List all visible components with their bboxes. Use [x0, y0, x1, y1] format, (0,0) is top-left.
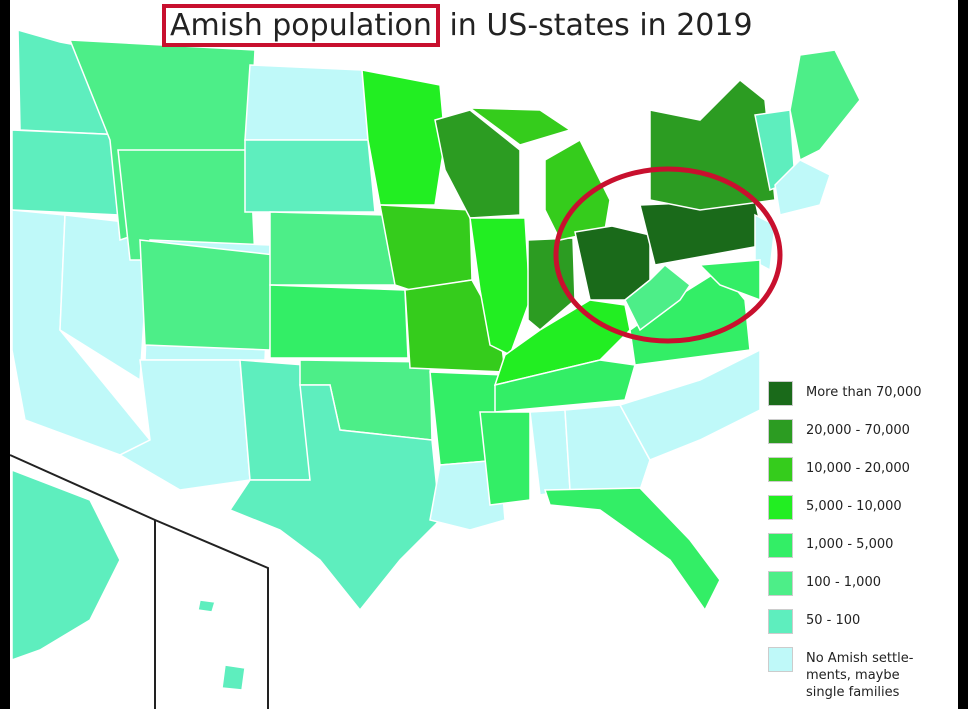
- title-rest: in US-states in 2019: [449, 8, 753, 43]
- state: [544, 138, 611, 241]
- title: Amish population in US-states in 2019: [162, 4, 753, 47]
- state: [529, 409, 571, 496]
- state: [244, 139, 376, 213]
- state: [467, 107, 572, 146]
- legend-label: 5,000 - 10,000: [806, 499, 902, 514]
- legend-label: 100 - 1,000: [806, 575, 881, 590]
- state: [698, 259, 761, 302]
- frame-edge: [0, 0, 10, 709]
- legend-label: No Amish settle- ments, maybe single fam…: [806, 651, 914, 700]
- state: [269, 211, 401, 286]
- frame-edge: [958, 0, 968, 709]
- state: [139, 239, 276, 351]
- state: [564, 404, 651, 491]
- title-highlight: Amish population: [162, 4, 440, 47]
- legend-swatch: [768, 381, 793, 406]
- state: [479, 411, 531, 506]
- legend-label: 50 - 100: [806, 613, 861, 628]
- state: [624, 263, 692, 332]
- state: [774, 159, 831, 216]
- state: [789, 49, 861, 162]
- legend-swatch: [768, 647, 793, 672]
- state: [494, 359, 636, 413]
- state: [11, 129, 126, 216]
- state: [618, 348, 761, 461]
- legend-label: More than 70,000: [806, 385, 922, 400]
- state: [197, 599, 216, 613]
- state: [379, 204, 473, 291]
- legend-swatch: [768, 495, 793, 520]
- legend-swatch: [768, 533, 793, 558]
- state: [434, 109, 521, 219]
- legend-label: 20,000 - 70,000: [806, 423, 910, 438]
- legend-swatch: [768, 609, 793, 634]
- legend-swatch: [768, 419, 793, 444]
- state: [269, 284, 409, 359]
- legend-label: 10,000 - 20,000: [806, 461, 910, 476]
- highlight-circle: [553, 166, 783, 344]
- state: [228, 384, 441, 612]
- inset-border: [9, 454, 269, 709]
- state: [543, 487, 721, 612]
- state: [754, 213, 776, 272]
- legend-swatch: [768, 571, 793, 596]
- legend-swatch: [768, 457, 793, 482]
- state: [649, 78, 776, 211]
- state: [361, 69, 446, 206]
- legend-label: 1,000 - 5,000: [806, 537, 894, 552]
- states: [11, 28, 861, 691]
- state: [244, 64, 369, 141]
- state: [11, 468, 121, 662]
- state: [221, 664, 246, 691]
